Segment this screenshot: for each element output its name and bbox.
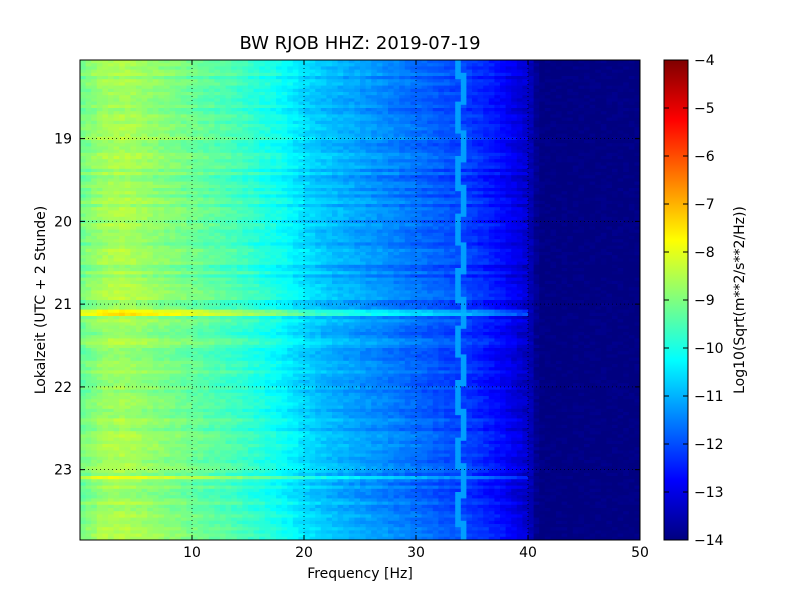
colorbar-tick-label: −7 — [694, 197, 715, 213]
colorbar-tick-label: −11 — [694, 389, 724, 405]
x-axis: 10 20 30 40 50 — [183, 60, 649, 561]
y-tick-label: 20 — [54, 214, 72, 230]
chart-title: BW RJOB HHZ: 2019-07-19 — [239, 33, 480, 54]
x-tick-label: 40 — [519, 545, 537, 561]
spectrogram-heatmap — [80, 60, 640, 540]
colorbar-tick-label: −9 — [694, 293, 715, 309]
y-axis: 19 20 21 22 23 — [54, 132, 640, 479]
y-tick-label: 21 — [54, 297, 72, 313]
colorbar-label: Log10(Sqrt(m**2/s**2/Hz)) — [732, 206, 748, 394]
y-tick-label: 23 — [54, 463, 72, 479]
y-tick-label: 22 — [54, 380, 72, 396]
x-tick-label: 10 — [183, 545, 201, 561]
colorbar-tick-label: −4 — [694, 53, 715, 69]
y-tick-label: 19 — [54, 132, 72, 148]
y-axis-label: Lokalzeit (UTC + 2 Stunde) — [33, 206, 49, 395]
grid-lines — [80, 60, 640, 540]
colorbar-tick-label: −14 — [694, 533, 724, 549]
colorbar-tick-label: −5 — [694, 101, 715, 117]
x-tick-label: 30 — [407, 545, 425, 561]
colorbar-tick-label: −6 — [694, 149, 715, 165]
x-axis-label: Frequency [Hz] — [307, 566, 413, 582]
colorbar-tick-label: −10 — [694, 341, 724, 357]
colorbar-tick-label: −13 — [694, 485, 724, 501]
x-tick-label: 20 — [295, 545, 313, 561]
plot-frame — [79, 59, 641, 541]
colorbar-tick-label: −8 — [694, 245, 715, 261]
colorbar-tick-label: −12 — [694, 437, 724, 453]
x-tick-label: 50 — [631, 545, 649, 561]
colorbar-ticks: −4 −5 −6 −7 −8 −9 −10 −11 −12 −13 −14 — [664, 53, 724, 549]
